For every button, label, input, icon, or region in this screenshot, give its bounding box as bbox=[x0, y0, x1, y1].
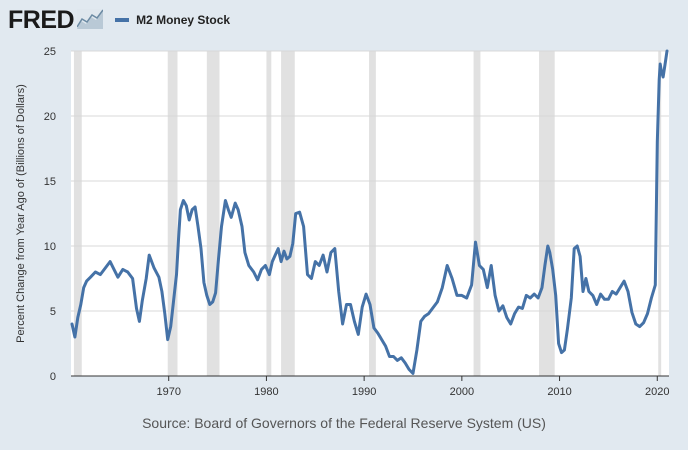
x-tick-label: 1990 bbox=[352, 386, 376, 398]
y-tick-label: 15 bbox=[44, 176, 56, 188]
x-tick-label: 2000 bbox=[450, 386, 474, 398]
y-tick-label: 10 bbox=[44, 241, 56, 253]
x-tick-label: 1980 bbox=[254, 386, 278, 398]
fred-logo[interactable]: FRED bbox=[8, 6, 75, 34]
recession-band bbox=[73, 51, 82, 376]
x-tick-label: 2010 bbox=[547, 386, 571, 398]
recession-band bbox=[206, 51, 220, 376]
series-line-m2 bbox=[70, 49, 669, 375]
legend-label: M2 Money Stock bbox=[136, 13, 231, 27]
x-tick-label: 2020 bbox=[645, 386, 669, 398]
recession-band bbox=[473, 51, 481, 376]
recession-band bbox=[266, 51, 272, 376]
source-note: Source: Board of Governors of the Federa… bbox=[142, 415, 546, 431]
y-tick-label: 0 bbox=[50, 371, 56, 383]
recession-band bbox=[281, 51, 295, 376]
chart-header: FRED M2 Money Stock bbox=[8, 6, 230, 34]
y-tick-label: 20 bbox=[44, 111, 56, 123]
recession-band bbox=[369, 51, 376, 376]
chart-legend: M2 Money Stock bbox=[115, 13, 230, 27]
line-graph-icon bbox=[76, 8, 104, 34]
x-tick-label: 1970 bbox=[156, 386, 180, 398]
y-axis-label: Percent Change from Year Ago of (Billion… bbox=[15, 84, 27, 343]
recession-band bbox=[658, 51, 662, 376]
recession-band bbox=[167, 51, 178, 376]
recession-band bbox=[539, 51, 555, 376]
y-tick-label: 25 bbox=[44, 46, 56, 58]
y-tick-label: 5 bbox=[50, 306, 56, 318]
legend-swatch bbox=[115, 18, 130, 22]
